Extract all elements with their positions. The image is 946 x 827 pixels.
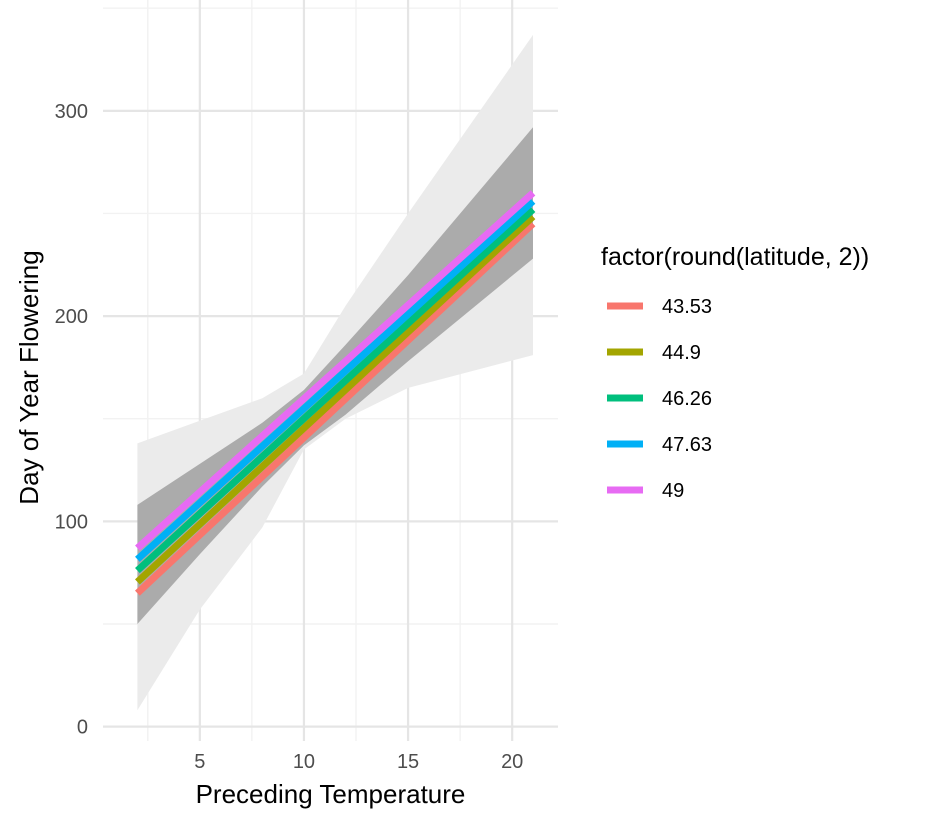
legend-label: 46.26 (662, 388, 712, 410)
x-tick-label: 5 (194, 751, 205, 773)
x-tick-label: 10 (293, 751, 315, 773)
series-line-46-26 (135, 206, 536, 574)
y-axis-title: Day of Year Flowering (14, 250, 44, 504)
y-tick-label: 100 (55, 511, 88, 533)
series-line-44-9 (135, 214, 536, 585)
legend-title: factor(round(latitude, 2)) (601, 243, 869, 271)
series-lines (135, 190, 536, 596)
legend-label: 47.63 (662, 434, 712, 456)
y-tick-label: 300 (55, 101, 88, 123)
y-tick-label: 0 (77, 717, 88, 739)
legend-label: 43.53 (662, 296, 712, 318)
legend-label: 49 (662, 480, 684, 502)
legend: 43.53 44.9 46.26 47.63 49 (607, 296, 712, 502)
x-tick-label: 15 (397, 751, 419, 773)
x-axis-title: Preceding Temperature (196, 779, 466, 809)
legend-label: 44.9 (662, 342, 701, 364)
y-tick-label: 200 (55, 306, 88, 328)
series-line-49 (135, 190, 536, 551)
x-tick-label: 20 (501, 751, 523, 773)
series-line-47-63 (135, 198, 536, 562)
grid (103, 0, 558, 741)
series-line-43-53 (135, 221, 536, 596)
